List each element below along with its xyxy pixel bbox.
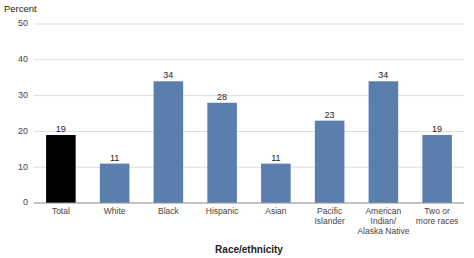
data-label: 34 <box>378 70 388 80</box>
x-tick-label: Hispanic <box>206 206 239 216</box>
y-tick-label: 40 <box>18 54 28 64</box>
bars <box>46 81 452 203</box>
y-tick-label: 20 <box>18 126 28 136</box>
grid-line <box>34 131 464 132</box>
data-label: 34 <box>163 70 173 80</box>
y-tick-label: 30 <box>18 90 28 100</box>
grid-line <box>34 95 464 96</box>
x-tick-label: Black <box>158 206 180 216</box>
data-label: 11 <box>110 153 119 163</box>
x-tick-label-line: Indian/ <box>371 216 397 226</box>
y-tick-label: 0 <box>23 197 28 207</box>
bar <box>369 81 399 203</box>
x-tick-label: Asian <box>265 206 287 216</box>
data-label: 19 <box>432 124 442 134</box>
grid-line <box>34 203 464 204</box>
x-axis-label: Race/ethnicity <box>215 244 283 255</box>
x-tick-label: Total <box>52 206 70 216</box>
x-tick-label-line: Black <box>158 206 180 216</box>
data-label: 11 <box>271 153 280 163</box>
bar <box>207 103 237 203</box>
x-tick-label-line: Two or <box>424 206 450 216</box>
grid-line <box>34 24 464 25</box>
data-label: 23 <box>325 110 335 120</box>
grid <box>34 24 464 203</box>
x-tick-label-line: Hispanic <box>206 206 239 216</box>
bar <box>100 164 130 203</box>
x-tick-label-line: Islander <box>315 216 345 226</box>
x-tick-label-line: White <box>104 206 126 216</box>
x-tick-label: Two ormore races <box>416 206 459 226</box>
x-tick-label-line: more races <box>416 216 459 226</box>
x-tick-label-line: American <box>365 206 401 216</box>
x-tick-label: PacificIslander <box>315 206 345 226</box>
bar <box>261 164 291 203</box>
chart-container: 0 10 20 30 40 50 19 11 34 28 11 23 34 19 Total White Bla… <box>0 0 474 258</box>
data-label: 19 <box>56 124 66 134</box>
x-axis-line <box>34 203 464 204</box>
bar <box>315 121 345 203</box>
data-label: 28 <box>217 92 227 102</box>
y-tick-label: 50 <box>18 18 28 28</box>
bar <box>46 135 76 203</box>
grid-line <box>34 167 464 168</box>
chart-svg: 0 10 20 30 40 50 19 11 34 28 11 23 34 19 Total White Bla… <box>0 0 474 258</box>
y-axis-label: Percent <box>4 3 37 14</box>
grid-line <box>34 59 464 60</box>
x-tick-label-line: Total <box>52 206 70 216</box>
x-tick-label-line: Asian <box>265 206 287 216</box>
y-tick-label: 10 <box>18 162 28 172</box>
bar <box>154 81 184 203</box>
x-tick-label: AmericanIndian/Alaska Native <box>357 206 409 236</box>
x-tick-label-line: Pacific <box>317 206 343 216</box>
x-tick-label-line: Alaska Native <box>357 226 409 236</box>
x-tick-label: White <box>104 206 126 216</box>
bar <box>422 135 452 203</box>
